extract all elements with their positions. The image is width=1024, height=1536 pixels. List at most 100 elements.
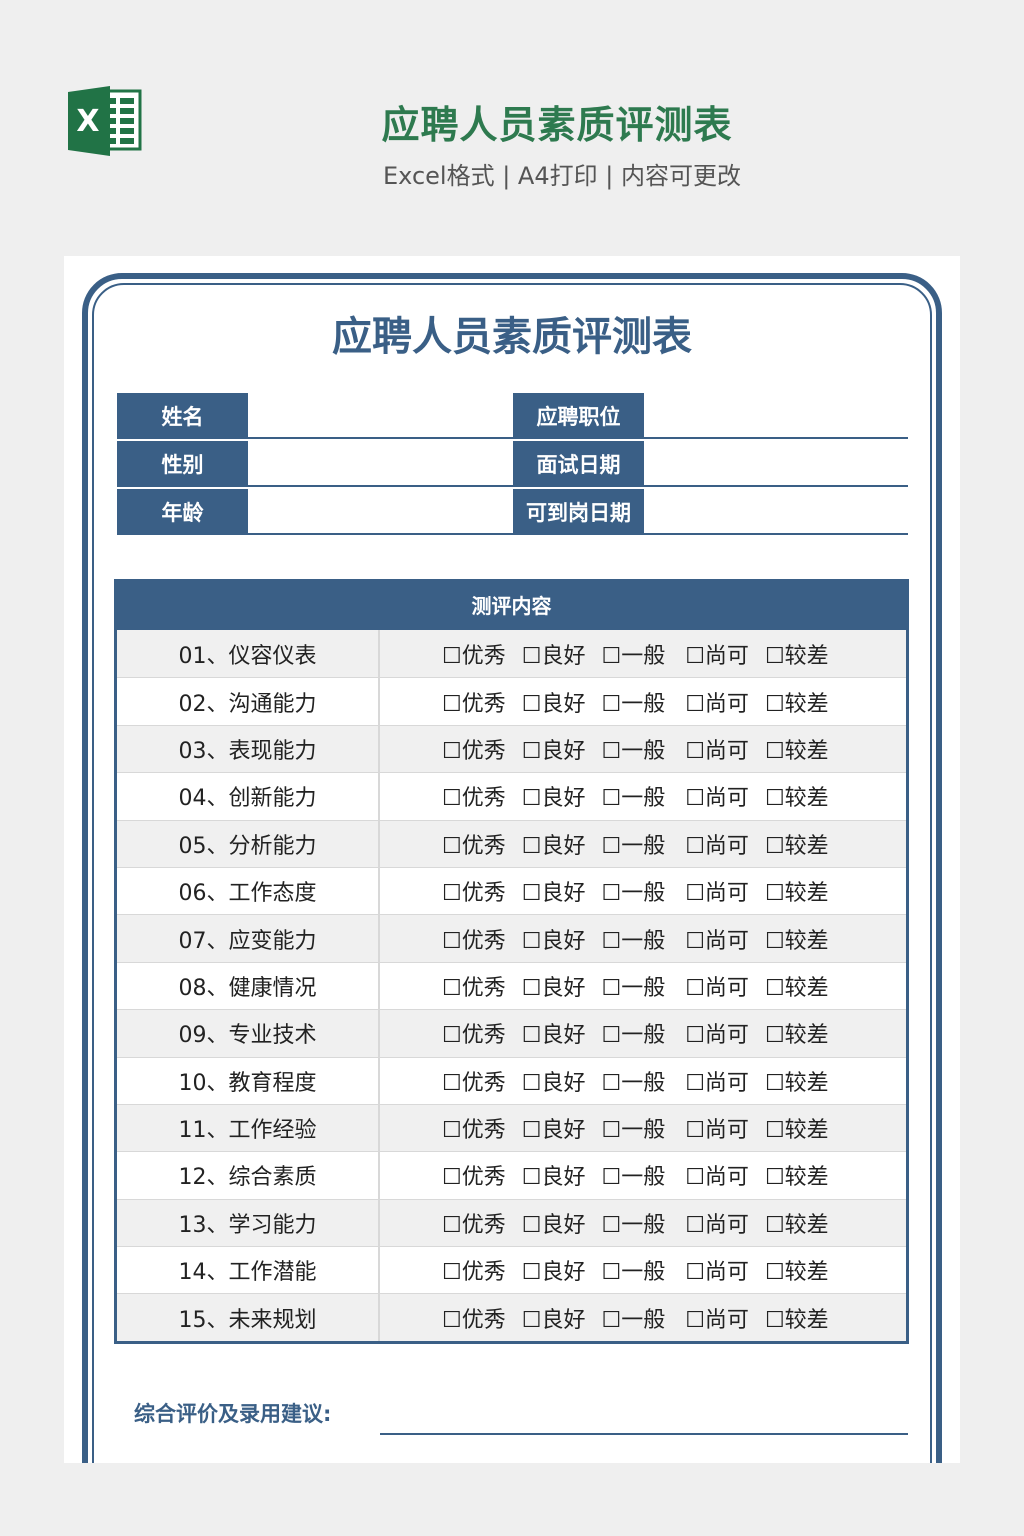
rating-option-checkbox[interactable]: ☐优秀	[442, 1070, 506, 1096]
rating-option-checkbox[interactable]: ☐较差	[764, 1118, 829, 1144]
rating-option-checkbox[interactable]: ☐较差	[764, 1165, 829, 1191]
item-label: 07、应变能力	[117, 915, 380, 962]
rating-option-checkbox[interactable]: ☐良好	[521, 1023, 586, 1049]
table-row: 15、未来规划 ☐优秀 ☐良好 ☐一般 ☐尚可 ☐较差	[117, 1293, 906, 1341]
rating-option-checkbox[interactable]: ☐一般	[601, 643, 666, 669]
field-value[interactable]	[644, 393, 908, 439]
rating-option-checkbox[interactable]: ☐优秀	[442, 833, 506, 859]
rating-option-checkbox[interactable]: ☐优秀	[442, 786, 506, 812]
rating-option-checkbox[interactable]: ☐尚可	[685, 786, 749, 812]
rating-option-checkbox[interactable]: ☐尚可	[685, 975, 749, 1001]
evaluation-header: 测评内容	[117, 579, 906, 630]
excel-logo-icon: X	[68, 86, 142, 156]
rating-option-checkbox[interactable]: ☐一般	[601, 1212, 666, 1238]
rating-option-checkbox[interactable]: ☐较差	[764, 881, 829, 907]
rating-option-checkbox[interactable]: ☐较差	[764, 1023, 829, 1049]
rating-option-checkbox[interactable]: ☐优秀	[442, 1260, 506, 1286]
rating-option-checkbox[interactable]: ☐尚可	[685, 1023, 749, 1049]
rating-option-checkbox[interactable]: ☐较差	[764, 1307, 829, 1333]
item-label: 05、分析能力	[117, 820, 380, 867]
rating-option-checkbox[interactable]: ☐较差	[764, 738, 829, 764]
comment-input-line[interactable]	[380, 1433, 908, 1435]
rating-option-checkbox[interactable]: ☐一般	[601, 833, 666, 859]
rating-option-checkbox[interactable]: ☐一般	[601, 1260, 666, 1286]
rating-option-checkbox[interactable]: ☐尚可	[685, 928, 749, 954]
item-label: 06、工作态度	[117, 867, 380, 915]
rating-option-checkbox[interactable]: ☐尚可	[685, 1118, 749, 1144]
rating-option-checkbox[interactable]: ☐良好	[521, 1165, 586, 1191]
field-value[interactable]	[248, 393, 513, 439]
rating-option-checkbox[interactable]: ☐优秀	[442, 1118, 506, 1144]
rating-option-checkbox[interactable]: ☐较差	[764, 643, 829, 669]
table-row: 12、综合素质 ☐优秀 ☐良好 ☐一般 ☐尚可 ☐较差	[117, 1151, 906, 1199]
rating-option-checkbox[interactable]: ☐一般	[601, 881, 666, 907]
rating-option-checkbox[interactable]: ☐良好	[521, 928, 586, 954]
rating-option-checkbox[interactable]: ☐优秀	[442, 928, 506, 954]
rating-option-checkbox[interactable]: ☐一般	[601, 1118, 666, 1144]
rating-option-checkbox[interactable]: ☐良好	[521, 833, 586, 859]
rating-option-checkbox[interactable]: ☐较差	[764, 975, 829, 1001]
rating-option-checkbox[interactable]: ☐良好	[521, 1118, 586, 1144]
rating-option-checkbox[interactable]: ☐良好	[521, 786, 586, 812]
rating-option-checkbox[interactable]: ☐良好	[521, 1307, 586, 1333]
rating-option-checkbox[interactable]: ☐优秀	[442, 975, 506, 1001]
rating-option-checkbox[interactable]: ☐一般	[601, 691, 666, 717]
rating-option-checkbox[interactable]: ☐较差	[764, 833, 829, 859]
rating-option-checkbox[interactable]: ☐较差	[764, 1212, 829, 1238]
field-value[interactable]	[644, 441, 908, 487]
rating-options: ☐优秀 ☐良好 ☐一般 ☐尚可 ☐较差	[380, 821, 906, 867]
rating-option-checkbox[interactable]: ☐优秀	[442, 1212, 506, 1238]
rating-option-checkbox[interactable]: ☐一般	[601, 1307, 666, 1333]
field-label: 年龄	[117, 489, 248, 535]
rating-option-checkbox[interactable]: ☐良好	[521, 975, 586, 1001]
rating-option-checkbox[interactable]: ☐良好	[521, 691, 586, 717]
rating-option-checkbox[interactable]: ☐良好	[521, 1212, 586, 1238]
table-row: 04、创新能力 ☐优秀 ☐良好 ☐一般 ☐尚可 ☐较差	[117, 772, 906, 820]
rating-option-checkbox[interactable]: ☐较差	[764, 786, 829, 812]
rating-option-checkbox[interactable]: ☐良好	[521, 643, 586, 669]
rating-option-checkbox[interactable]: ☐优秀	[442, 691, 506, 717]
rating-option-checkbox[interactable]: ☐良好	[521, 1070, 586, 1096]
rating-option-checkbox[interactable]: ☐一般	[601, 928, 666, 954]
rating-option-checkbox[interactable]: ☐良好	[521, 881, 586, 907]
rating-option-checkbox[interactable]: ☐一般	[601, 975, 666, 1001]
rating-option-checkbox[interactable]: ☐一般	[601, 1023, 666, 1049]
rating-option-checkbox[interactable]: ☐一般	[601, 1165, 666, 1191]
rating-option-checkbox[interactable]: ☐较差	[764, 691, 829, 717]
rating-option-checkbox[interactable]: ☐良好	[521, 738, 586, 764]
rating-option-checkbox[interactable]: ☐良好	[521, 1260, 586, 1286]
item-label: 13、学习能力	[117, 1199, 380, 1247]
rating-option-checkbox[interactable]: ☐尚可	[685, 1212, 749, 1238]
rating-option-checkbox[interactable]: ☐较差	[764, 1260, 829, 1286]
rating-option-checkbox[interactable]: ☐尚可	[685, 1165, 749, 1191]
rating-option-checkbox[interactable]: ☐尚可	[685, 1307, 749, 1333]
rating-option-checkbox[interactable]: ☐尚可	[685, 643, 749, 669]
info-table: 姓名 应聘职位 性别 面试日期 年龄 可到岗日期	[117, 393, 908, 537]
rating-option-checkbox[interactable]: ☐优秀	[442, 1023, 506, 1049]
rating-option-checkbox[interactable]: ☐优秀	[442, 881, 506, 907]
rating-option-checkbox[interactable]: ☐优秀	[442, 1307, 506, 1333]
field-value[interactable]	[248, 441, 513, 487]
rating-option-checkbox[interactable]: ☐尚可	[685, 1070, 749, 1096]
rating-option-checkbox[interactable]: ☐尚可	[685, 1260, 749, 1286]
table-row: 10、教育程度 ☐优秀 ☐良好 ☐一般 ☐尚可 ☐较差	[117, 1056, 906, 1104]
rating-option-checkbox[interactable]: ☐尚可	[685, 881, 749, 907]
rating-option-checkbox[interactable]: ☐一般	[601, 786, 666, 812]
rating-option-checkbox[interactable]: ☐尚可	[685, 691, 749, 717]
table-row: 08、健康情况 ☐优秀 ☐良好 ☐一般 ☐尚可 ☐较差	[117, 961, 906, 1010]
rating-option-checkbox[interactable]: ☐尚可	[685, 738, 749, 764]
field-value[interactable]	[248, 489, 513, 535]
rating-option-checkbox[interactable]: ☐一般	[601, 1070, 666, 1096]
rating-options: ☐优秀 ☐良好 ☐一般 ☐尚可 ☐较差	[380, 1200, 906, 1246]
rating-option-checkbox[interactable]: ☐一般	[601, 738, 666, 764]
field-label: 性别	[117, 441, 248, 487]
rating-option-checkbox[interactable]: ☐优秀	[442, 643, 506, 669]
comment-label: 综合评价及录用建议:	[134, 1402, 332, 1426]
rating-option-checkbox[interactable]: ☐较差	[764, 1070, 829, 1096]
item-label: 15、未来规划	[117, 1294, 380, 1341]
rating-option-checkbox[interactable]: ☐优秀	[442, 1165, 506, 1191]
field-value[interactable]	[644, 489, 908, 535]
rating-option-checkbox[interactable]: ☐优秀	[442, 738, 506, 764]
rating-option-checkbox[interactable]: ☐尚可	[685, 833, 749, 859]
rating-option-checkbox[interactable]: ☐较差	[764, 928, 829, 954]
